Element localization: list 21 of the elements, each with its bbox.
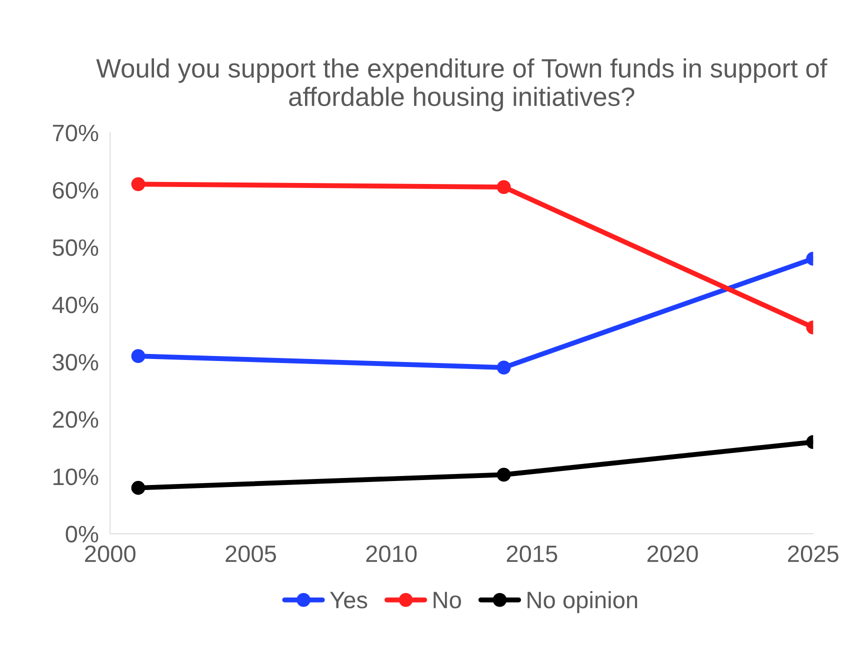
x-tick-label: 2000 xyxy=(85,545,136,562)
y-tick-label: 70% xyxy=(52,124,98,142)
point xyxy=(131,480,146,495)
x-tick-label: 2025 xyxy=(788,545,838,562)
point xyxy=(131,349,146,364)
y-tick-label: 60% xyxy=(52,182,98,199)
y-tick-label: 30% xyxy=(52,354,98,371)
y-tick-label: 40% xyxy=(52,296,98,314)
x-tick-label: 2015 xyxy=(506,545,558,562)
legend-label: No xyxy=(434,592,461,608)
y-tick-label: 10% xyxy=(54,468,98,486)
y-tick-label: 0% xyxy=(66,526,98,543)
legend-label: Yes xyxy=(330,592,368,608)
y-tick-label: 50% xyxy=(52,239,98,256)
point xyxy=(131,177,146,192)
x-tick-label: 2010 xyxy=(366,545,417,562)
y-tick-label: 20% xyxy=(52,411,98,428)
legend-label: No opinion xyxy=(528,591,638,614)
chart-title: Would you support the expenditure of Town funds in support of affordable housing initiatives? xyxy=(96,58,828,112)
x-tick-label: 2020 xyxy=(647,545,698,562)
x-tick-label: 2005 xyxy=(226,545,276,562)
